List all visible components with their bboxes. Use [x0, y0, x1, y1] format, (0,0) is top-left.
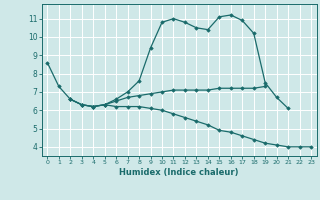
- X-axis label: Humidex (Indice chaleur): Humidex (Indice chaleur): [119, 168, 239, 177]
